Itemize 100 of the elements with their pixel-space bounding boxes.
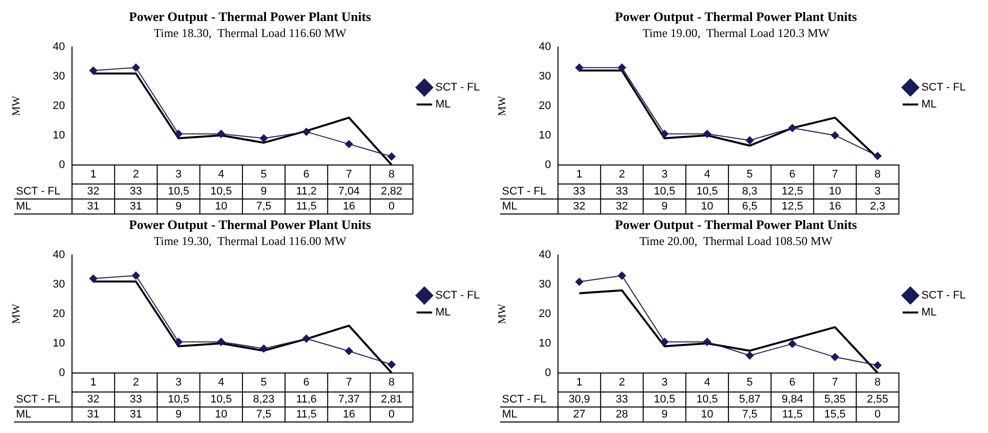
legend-label: ML (921, 306, 937, 319)
chart-title: Power Output - Thermal Power Plant Units (129, 217, 371, 232)
data-label: 0 (874, 408, 881, 421)
point (746, 352, 754, 360)
data-label: 10 (701, 408, 714, 421)
data-label: 33 (130, 394, 142, 406)
x-tick-label: 2 (132, 168, 139, 180)
data-label: 33 (616, 394, 628, 406)
point (388, 152, 396, 160)
data-label: 8,3 (742, 186, 758, 198)
y-axis-title: MW (496, 303, 508, 324)
x-tick-label: 2 (132, 376, 139, 388)
point (174, 338, 183, 346)
point (260, 134, 268, 142)
point (874, 152, 882, 160)
data-label: 10,5 (168, 394, 190, 406)
point (660, 130, 669, 138)
data-label: 6,5 (742, 200, 758, 213)
y-tick-label: 30 (52, 70, 65, 82)
y-tick-label: 20 (52, 308, 65, 320)
data-label: 31 (130, 200, 142, 213)
data-label: 7,37 (338, 394, 360, 406)
data-label: 7,5 (256, 200, 272, 213)
point (746, 136, 754, 144)
data-label: 16 (828, 200, 842, 213)
data-label: 11,5 (782, 408, 803, 421)
x-tick-label: 5 (260, 168, 267, 180)
x-tick-label: 6 (789, 376, 796, 388)
text: ML (502, 200, 518, 213)
point (788, 124, 796, 132)
data-label: 7,5 (256, 408, 272, 421)
data-label: 2,55 (866, 394, 888, 406)
legend-label: SCT - FL (921, 290, 966, 302)
point (618, 64, 626, 72)
point (89, 274, 98, 283)
y-tick-label: 20 (538, 100, 551, 112)
data-label: 16 (342, 200, 356, 213)
point (830, 131, 839, 140)
point (302, 128, 310, 136)
chart-title: Power Output - Thermal Power Plant Units (615, 217, 857, 232)
y-tick-label: 10 (538, 129, 551, 142)
data-label: 10,5 (210, 394, 232, 406)
x-tick-label: 1 (576, 168, 582, 180)
x-tick-label: 2 (618, 168, 625, 180)
point (575, 64, 584, 72)
data-label: 10,5 (654, 394, 676, 406)
y-axis-title: MW (496, 95, 508, 116)
data-label: 33 (573, 186, 586, 198)
y-tick-label: 40 (52, 41, 65, 54)
y-tick-label: 0 (58, 366, 65, 379)
x-tick-label: 6 (789, 168, 796, 180)
x-tick-label: 8 (874, 376, 881, 388)
point (788, 340, 796, 348)
y-tick-label: 30 (52, 278, 65, 290)
x-tick-label: 1 (576, 376, 582, 388)
data-label: 31 (87, 408, 100, 421)
data-label: 33 (616, 186, 628, 198)
data-label: 28 (616, 408, 628, 421)
point (874, 361, 882, 370)
data-label: 10 (828, 186, 842, 198)
data-label: 5,87 (739, 394, 760, 406)
y-tick-label: 40 (538, 41, 551, 54)
y-tick-label: 10 (52, 129, 65, 142)
x-tick-label: 8 (388, 168, 395, 180)
data-label: 11,6 (296, 394, 317, 406)
x-tick-label: 7 (832, 168, 838, 180)
data-label: 33 (130, 186, 142, 198)
y-tick-label: 0 (544, 158, 551, 171)
text: ML (502, 408, 518, 421)
point (660, 338, 669, 346)
data-label: 3 (874, 186, 881, 198)
chart-subtitle: Time 19.30, Thermal Load 116.00 MW (154, 234, 347, 248)
x-tick-label: 4 (704, 376, 710, 388)
data-label: 7,5 (742, 408, 758, 421)
data-label: 32 (87, 394, 100, 406)
y-tick-label: 40 (538, 249, 551, 262)
data-label: 0 (388, 200, 395, 213)
data-label: 0 (388, 408, 395, 421)
x-tick-label: 8 (388, 376, 395, 388)
y-tick-label: 10 (52, 337, 65, 350)
point (132, 64, 140, 72)
x-tick-label: 1 (90, 168, 96, 180)
text: SCT - FL (502, 394, 546, 406)
point (174, 130, 183, 138)
data-label: 32 (616, 200, 628, 213)
point (618, 272, 626, 280)
x-tick-label: 2 (618, 376, 625, 388)
x-tick-label: 3 (661, 168, 668, 180)
y-tick-label: 10 (538, 337, 551, 350)
data-label: 9 (175, 408, 182, 421)
x-tick-label: 4 (704, 168, 710, 180)
data-label: 10 (215, 408, 228, 421)
x-tick-label: 3 (175, 168, 182, 180)
text: ML (16, 200, 32, 213)
point (388, 360, 396, 369)
data-label: 10 (215, 200, 228, 213)
y-tick-label: 20 (538, 308, 551, 320)
legend-label: SCT - FL (435, 290, 480, 302)
point (260, 344, 268, 353)
data-label: 10,5 (210, 186, 232, 198)
